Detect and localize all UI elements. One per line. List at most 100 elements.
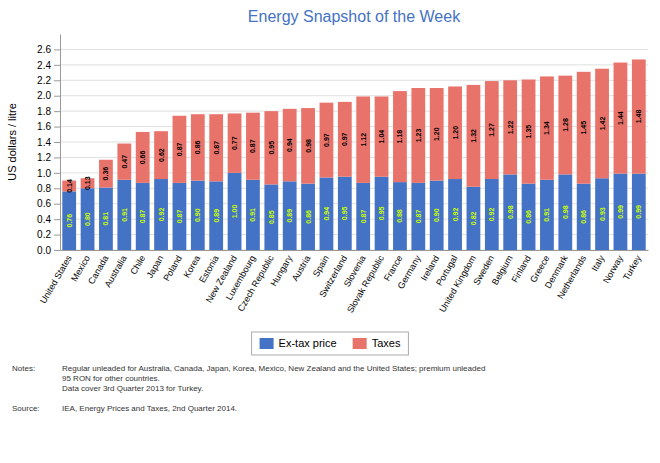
tick-mark — [54, 65, 60, 66]
tick-label: Austria — [290, 254, 313, 283]
axis-line — [61, 250, 649, 251]
data-label: 0.95 — [341, 206, 348, 220]
data-label: 1.27 — [488, 123, 495, 137]
tick: 0.4 — [37, 214, 60, 225]
bar — [154, 131, 168, 179]
bar — [283, 181, 297, 250]
tick: 0.8 — [37, 183, 60, 194]
tick: 0.6 — [37, 198, 60, 209]
bar — [301, 184, 315, 250]
data-label: 0.87 — [213, 141, 220, 155]
tick-label: 0.8 — [37, 183, 51, 194]
bars — [62, 59, 645, 250]
data-label: 0.91 — [121, 208, 128, 222]
annotation: IEA, Energy Prices and Taxes, 2nd Quarte… — [62, 404, 237, 413]
tick-mark — [54, 250, 60, 251]
bar — [136, 132, 150, 183]
data-label: 0.88 — [396, 209, 403, 223]
tick: Turkey — [621, 253, 643, 282]
bar — [558, 174, 572, 250]
data-label: 1.20 — [433, 127, 440, 141]
legend-swatch — [260, 338, 274, 349]
tick: Chile — [128, 254, 147, 277]
annotation-label: Source: — [12, 404, 40, 413]
data-labels: 0.760.800.810.910.870.920.870.900.891.00… — [66, 110, 643, 228]
data-label: 0.13 — [84, 176, 91, 190]
data-label: 0.95 — [378, 206, 385, 220]
bar — [99, 188, 113, 250]
title: Energy Snapshot of the Week — [248, 8, 461, 25]
bar — [356, 96, 370, 182]
bar — [448, 86, 462, 179]
bar — [320, 103, 334, 178]
bar — [191, 114, 205, 180]
data-label: 0.80 — [84, 212, 91, 226]
annotation: Data cover 3rd Quarter 2013 for Turkey. — [62, 384, 203, 393]
data-label: 1.42 — [599, 117, 606, 131]
data-label: 1.48 — [635, 110, 642, 124]
data-label: 0.93 — [599, 207, 606, 221]
data-label: 0.47 — [121, 155, 128, 169]
tick-label: Slovak Republic — [345, 253, 386, 314]
data-label: 1.44 — [617, 111, 624, 125]
data-label: 1.35 — [525, 125, 532, 139]
tick-mark — [54, 142, 60, 143]
data-label: 1.23 — [415, 129, 422, 143]
data-label: 0.87 — [415, 210, 422, 224]
tick-label: Norway — [601, 253, 625, 285]
data-label: 0.90 — [194, 208, 201, 222]
bar — [173, 116, 187, 183]
data-label: 0.87 — [176, 210, 183, 224]
tick-mark — [54, 127, 60, 128]
tick: Australia — [103, 254, 129, 289]
tick-mark — [54, 157, 60, 158]
tick: Poland — [161, 254, 184, 283]
x-axis: United StatesMexicoCanadaAustraliaChileJ… — [38, 251, 649, 315]
bar — [614, 174, 628, 250]
bar — [338, 102, 352, 177]
tick-label: Netherlands — [555, 253, 588, 300]
bar — [264, 184, 278, 250]
tick-label: 0.4 — [37, 214, 51, 225]
legend-swatch — [353, 338, 367, 349]
data-label: 0.86 — [194, 140, 201, 154]
data-label: 0.87 — [139, 210, 146, 224]
grid-line — [60, 64, 648, 65]
tick-label: Italy — [590, 253, 607, 273]
bar — [577, 184, 591, 250]
tick-label: Turkey — [621, 253, 643, 282]
tick: 2.6 — [37, 44, 60, 55]
tick-mark — [54, 188, 60, 189]
bar — [522, 184, 536, 250]
y-axis: 0.00.20.40.60.81.01.21.41.61.82.02.22.42… — [37, 35, 60, 256]
data-label: 1.12 — [360, 133, 367, 147]
tick: Germany — [396, 253, 423, 290]
legend-frame — [252, 332, 409, 355]
bar — [356, 183, 370, 250]
data-label: 0.95 — [268, 141, 275, 155]
annotation: 95 RON for other countries. — [62, 374, 160, 383]
bar — [614, 63, 628, 174]
axis-line — [60, 35, 61, 251]
bar — [209, 181, 223, 250]
data-label: 1.18 — [396, 130, 403, 144]
bar — [503, 174, 517, 250]
tick-label: United States — [38, 253, 74, 305]
bar — [228, 113, 242, 172]
bar — [283, 109, 297, 182]
data-label: 0.91 — [543, 208, 550, 222]
tick-mark — [54, 235, 60, 236]
tick-label: 0.6 — [37, 198, 51, 209]
data-label: 0.89 — [213, 209, 220, 223]
tick-mark — [54, 111, 60, 112]
tick: 2.2 — [37, 75, 60, 86]
bar — [558, 76, 572, 175]
tick-label: Hungary — [268, 253, 294, 288]
tick: Switzerland — [317, 254, 349, 299]
data-label: 0.81 — [102, 212, 109, 226]
data-label: 0.97 — [341, 132, 348, 146]
data-label: 0.87 — [176, 142, 183, 156]
data-label: 0.99 — [635, 205, 642, 219]
data-label: 0.87 — [249, 139, 256, 153]
bar — [209, 114, 223, 181]
